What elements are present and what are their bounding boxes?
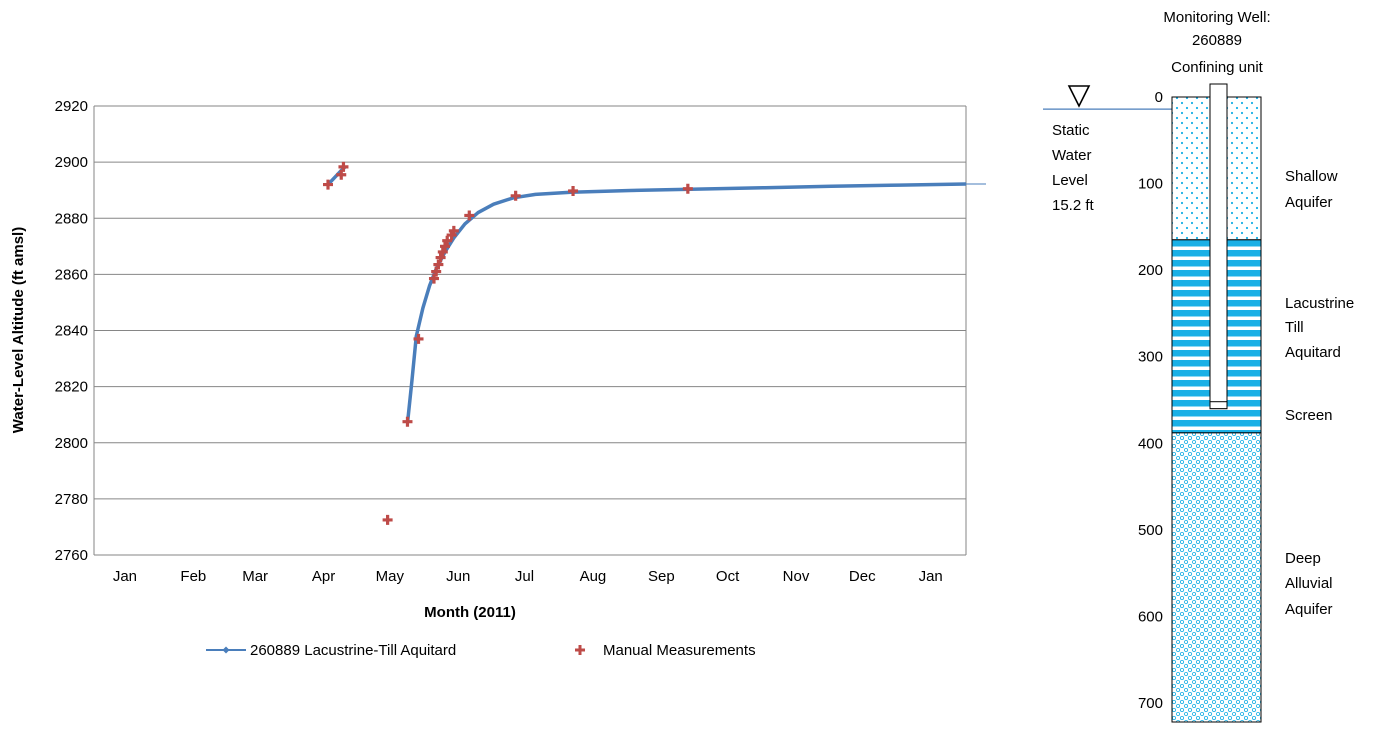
hydrograph-chart: 2760 2780 2800 2820 2840 2860 2880 2900 2920 Jan…: [10, 98, 986, 659]
manual-measurement-point: [323, 179, 334, 190]
depth-tick-label: 400: [1138, 435, 1163, 452]
manual-measurement-point: [402, 416, 413, 427]
well-screen: [1209, 401, 1228, 410]
layer-label-shallow-1: Shallow: [1285, 168, 1338, 185]
x-axis-label: Month (2011): [424, 604, 516, 621]
manual-measurement-point: [448, 225, 459, 236]
x-tick-label: Apr: [312, 568, 335, 585]
water-level-label-line-1: Static: [1052, 122, 1090, 139]
x-tick-label: Sep: [648, 568, 675, 585]
water-level-triangle-icon: [1067, 85, 1091, 108]
x-tick-label: Aug: [580, 568, 607, 585]
layer-label-lacustrine-1: Lacustrine: [1285, 295, 1354, 312]
x-tick-label: Feb: [180, 568, 206, 585]
legend-label-points: Manual Measurements: [603, 642, 756, 659]
depth-tick-label: 200: [1138, 262, 1163, 279]
series-line-segment: [405, 182, 967, 424]
y-tick-label: 2820: [55, 379, 88, 396]
depth-tick-label: 100: [1138, 176, 1163, 193]
manual-measurement-point: [431, 266, 442, 277]
layer-label-deep-3: Aquifer: [1285, 601, 1333, 618]
legend-label-line: 260889 Lacustrine-Till Aquitard: [250, 642, 456, 659]
well-title-line-1: Monitoring Well:: [1163, 9, 1270, 26]
legend-point-marker: [575, 645, 585, 655]
manual-measurement-point: [440, 241, 451, 252]
well-title-line-3: Confining unit: [1171, 59, 1264, 76]
y-tick-label: 2880: [55, 210, 88, 227]
x-tick-label: May: [376, 568, 405, 585]
layer-label-deep-2: Alluvial: [1285, 575, 1333, 592]
well-diagram: Monitoring Well: 260889 Confining unit S…: [1043, 9, 1354, 723]
legend: 260889 Lacustrine-Till Aquitard Manual M…: [206, 642, 756, 659]
manual-measurement-point: [682, 183, 693, 194]
manual-measurement-point: [433, 259, 444, 270]
manual-measurement-point: [428, 273, 439, 284]
manual-measurement-point: [382, 514, 393, 525]
depth-tick-label: 300: [1138, 349, 1163, 366]
layer-deep-alluvial-aquifer: [1171, 432, 1262, 723]
screen-label: Screen: [1285, 407, 1333, 424]
x-tick-label: Oct: [716, 568, 740, 585]
x-tick-label: Jan: [919, 568, 943, 585]
manual-measurement-point: [437, 246, 448, 257]
y-axis-label: Water-Level Altitude (ft amsl): [10, 227, 27, 433]
manual-measurement-point: [464, 210, 475, 221]
manual-measurement-point: [442, 235, 453, 246]
manual-measurement-point: [446, 230, 457, 241]
y-tick-label: 2800: [55, 435, 88, 452]
y-tick-label: 2780: [55, 491, 88, 508]
manual-measurement-point: [435, 252, 446, 263]
layer-label-deep-1: Deep: [1285, 550, 1321, 567]
manual-measurement-point: [568, 186, 579, 197]
depth-tick-label: 500: [1138, 522, 1163, 539]
y-tick-label: 2920: [55, 98, 88, 115]
depth-tick-label: 0: [1155, 89, 1163, 106]
layer-label-lacustrine-3: Aquitard: [1285, 344, 1341, 361]
x-tick-label: Mar: [242, 568, 268, 585]
depth-tick-label: 600: [1138, 608, 1163, 625]
water-level-label-line-3: Level: [1052, 172, 1088, 189]
well-title-line-2: 260889: [1192, 32, 1242, 49]
manual-measurement-point: [413, 333, 424, 344]
depth-tick-label: 700: [1138, 695, 1163, 712]
legend-line-marker: [222, 646, 230, 654]
x-tick-labels: Jan Feb Mar Apr May Jun Jul Aug Sep Oct Nov Dec Jan: [113, 568, 943, 585]
y-tick-label: 2840: [55, 323, 88, 340]
y-gridlines: [94, 105, 966, 556]
x-tick-label: Jul: [515, 568, 534, 585]
y-tick-label: 2760: [55, 547, 88, 564]
manual-measurement-point: [338, 161, 349, 172]
manual-measurement-point: [510, 190, 521, 201]
water-level-label-line-2: Water: [1052, 147, 1091, 164]
y-tick-labels: 2760 2780 2800 2820 2840 2860 2880 2900 2920: [55, 98, 88, 564]
water-level-label-line-4: 15.2 ft: [1052, 197, 1095, 214]
series-line-layer: [326, 165, 986, 424]
layer-label-lacustrine-2: Till: [1285, 319, 1304, 336]
y-tick-label: 2860: [55, 266, 88, 283]
y-tick-label: 2900: [55, 154, 88, 171]
x-tick-label: Jan: [113, 568, 137, 585]
x-tick-label: Dec: [849, 568, 876, 585]
layer-label-shallow-2: Aquifer: [1285, 194, 1333, 211]
depth-tick-labels: 0 100 200 300 400 500 600 700: [1138, 89, 1163, 712]
manual-points-layer: [323, 161, 693, 525]
x-tick-label: Nov: [783, 568, 810, 585]
x-tick-label: Jun: [446, 568, 470, 585]
manual-measurement-point: [336, 169, 347, 180]
well-casing: [1209, 83, 1228, 410]
